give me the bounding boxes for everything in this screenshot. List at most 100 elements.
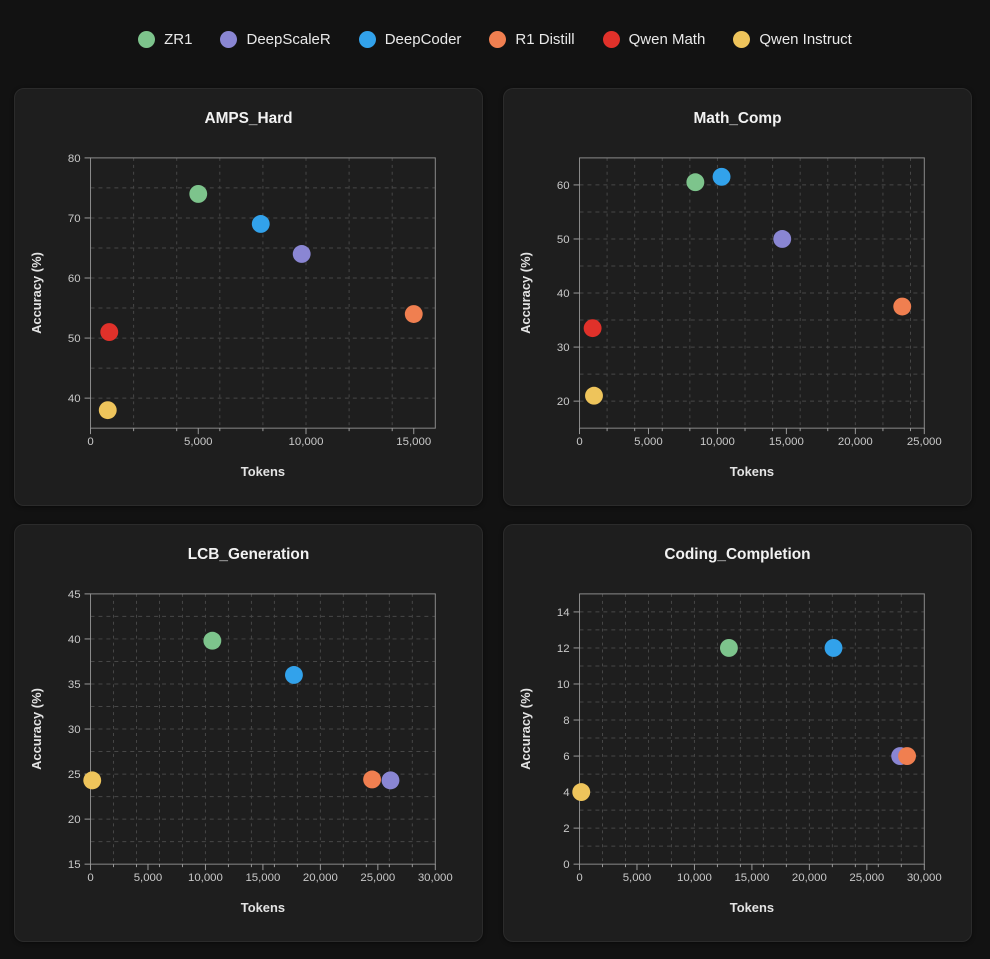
y-axis-label: Accuracy (%) (518, 252, 533, 334)
y-tick-label: 50 (68, 333, 81, 345)
legend-label: DeepScaleR (246, 30, 331, 48)
y-tick-label: 80 (68, 153, 81, 165)
x-tick-label: 10,000 (677, 872, 712, 884)
data-point-qwen-math (100, 323, 119, 342)
legend-swatch-qwen-instruct (733, 30, 751, 48)
data-point-zr1 (203, 631, 222, 650)
chart-title: Coding_Completion (664, 546, 810, 563)
legend-item-deepscaler[interactable]: DeepScaleR (220, 30, 331, 48)
x-tick-label: 5,000 (623, 872, 652, 884)
y-tick-label: 4 (563, 787, 570, 799)
legend-swatch-deepcoder (358, 30, 376, 48)
data-point-deepscaler (773, 230, 792, 248)
y-tick-label: 60 (68, 273, 81, 285)
x-tick-label: 20,000 (792, 872, 827, 884)
plot-border (579, 593, 925, 865)
x-tick-label: 10,000 (700, 436, 735, 448)
y-tick-label: 20 (557, 396, 570, 408)
scatter-plot-lcb-generation: LCB_Generation 0 5,000 10,000 15,000 20,000 25… (29, 546, 453, 915)
plot-border (579, 157, 925, 429)
x-tick-label: 15,000 (734, 872, 769, 884)
x-tick-label: 5,000 (184, 436, 213, 448)
data-point-qwen-math (583, 319, 602, 338)
y-tick-label: 60 (557, 180, 570, 192)
x-tick-label: 25,000 (849, 872, 884, 884)
x-tick-label: 25,000 (360, 872, 395, 884)
legend-swatch-r1-distill (489, 30, 507, 48)
x-tick-label: 20,000 (303, 872, 338, 884)
data-point-deepcoder (824, 639, 843, 657)
y-tick-label: 45 (68, 589, 81, 601)
data-point-deepscaler (381, 771, 400, 790)
y-tick-label: 25 (68, 769, 81, 781)
x-tick-label: 30,000 (907, 872, 942, 884)
legend-item-r1-distill[interactable]: R1 Distill (489, 30, 575, 48)
x-tick-label: 0 (87, 872, 93, 884)
chart-title: Math_Comp (693, 110, 781, 127)
chart-card-amps-hard: AMPS_Hard 0 5,000 10,000 15,000 40 50 60 70 80 Tok… (14, 88, 483, 506)
data-point-zr1 (719, 639, 738, 657)
x-axis-label: Tokens (241, 900, 285, 915)
chart-card-lcb-generation: LCB_Generation 0 5,000 10,000 15,000 20,000 25… (14, 524, 483, 942)
data-point-deepcoder (284, 666, 303, 684)
scatter-plot-math-comp: Math_Comp 0 5,000 10,000 15,000 20,000 25,000 2… (518, 110, 942, 479)
y-tick-label: 15 (68, 859, 81, 871)
legend-item-qwen-instruct[interactable]: Qwen Instruct (733, 30, 852, 48)
data-point-deepcoder (712, 167, 731, 186)
x-tick-label: 0 (576, 872, 582, 884)
x-tick-label: 20,000 (838, 436, 873, 448)
legend-label: ZR1 (164, 30, 193, 48)
data-point-r1-distill (898, 747, 917, 765)
x-tick-label: 5,000 (134, 872, 163, 884)
legend-swatch-qwen-math (602, 30, 620, 48)
x-tick-label: 15,000 (769, 436, 804, 448)
data-point-r1-distill (363, 770, 382, 789)
data-point-r1-distill (893, 297, 912, 316)
legend-item-qwen-math[interactable]: Qwen Math (602, 30, 706, 48)
legend-label: DeepCoder (384, 30, 462, 48)
y-tick-label: 70 (68, 213, 81, 225)
y-tick-label: 20 (68, 814, 81, 826)
plot-border (90, 593, 436, 865)
x-tick-label: 10,000 (188, 872, 223, 884)
legend-item-deepcoder[interactable]: DeepCoder (358, 30, 462, 48)
y-tick-label: 8 (563, 715, 569, 727)
y-tick-label: 50 (557, 234, 570, 246)
scatter-plot-coding-completion: Coding_Completion 0 5,000 10,000 15,000 20,00… (518, 546, 942, 915)
chart-card-coding-completion: Coding_Completion 0 5,000 10,000 15,000 20,00… (503, 524, 972, 942)
y-tick-label: 2 (563, 823, 569, 835)
data-point-deepcoder (251, 215, 270, 233)
legend-label: Qwen Instruct (759, 30, 852, 48)
x-axis-label: Tokens (241, 464, 285, 479)
y-tick-label: 0 (563, 859, 569, 871)
y-tick-label: 35 (68, 679, 81, 691)
data-point-r1-distill (404, 305, 423, 323)
y-axis-label: Accuracy (%) (29, 688, 44, 770)
x-axis-label: Tokens (730, 464, 774, 479)
y-tick-label: 30 (68, 724, 81, 736)
x-tick-label: 5,000 (634, 436, 663, 448)
x-tick-label: 30,000 (418, 872, 453, 884)
chart-title: LCB_Generation (188, 546, 309, 563)
y-tick-label: 40 (68, 393, 81, 405)
data-point-zr1 (189, 184, 208, 203)
y-tick-label: 14 (557, 607, 570, 619)
x-tick-label: 15,000 (396, 436, 431, 448)
y-tick-label: 40 (68, 634, 81, 646)
y-tick-label: 12 (557, 643, 570, 655)
x-tick-label: 0 (87, 436, 93, 448)
chart-card-math-comp: Math_Comp 0 5,000 10,000 15,000 20,000 25,000 2… (503, 88, 972, 506)
charts-grid: AMPS_Hard 0 5,000 10,000 15,000 40 50 60 70 80 Tok… (0, 58, 990, 942)
x-tick-label: 25,000 (907, 436, 942, 448)
chart-title: AMPS_Hard (204, 110, 292, 127)
data-point-qwen-instruct (98, 401, 117, 420)
x-tick-label: 10,000 (289, 436, 324, 448)
x-axis-label: Tokens (730, 900, 774, 915)
x-tick-label: 0 (576, 436, 582, 448)
y-tick-label: 40 (557, 288, 570, 300)
data-point-zr1 (686, 173, 705, 192)
legend-item-zr1[interactable]: ZR1 (138, 30, 193, 48)
legend-label: Qwen Math (628, 30, 706, 48)
y-tick-label: 10 (557, 679, 570, 691)
